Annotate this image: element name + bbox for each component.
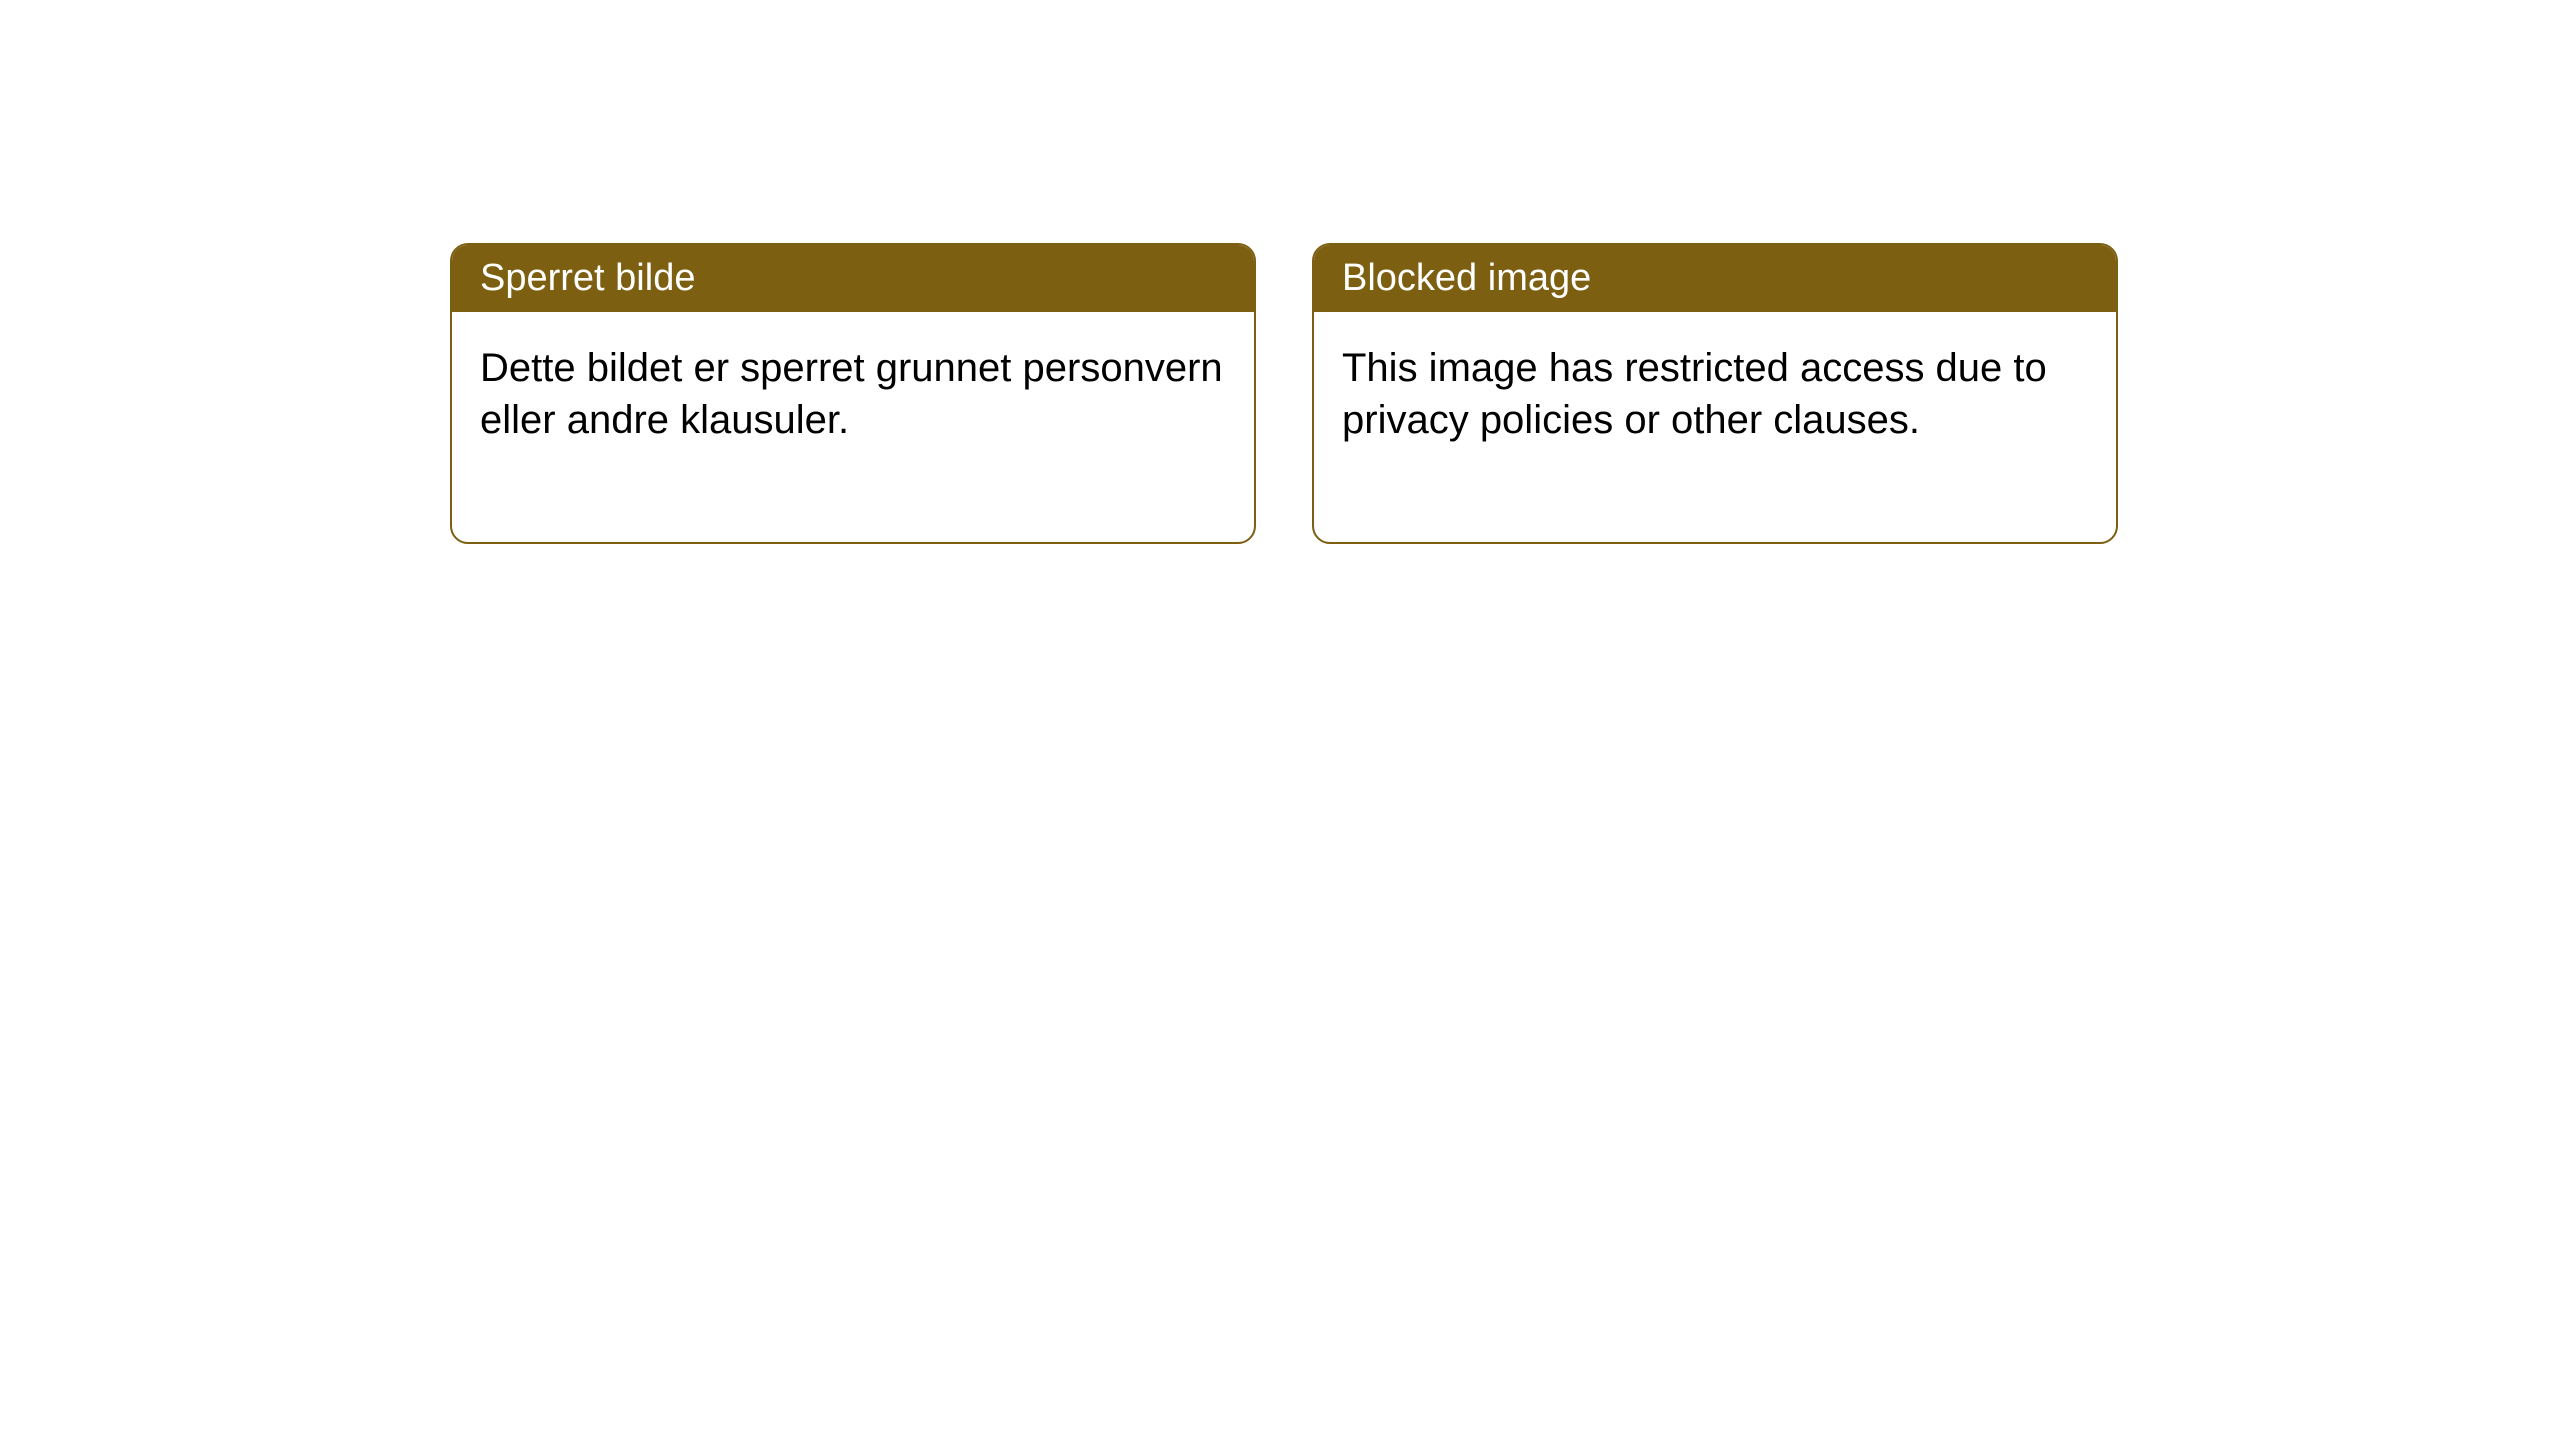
- notice-body: Dette bildet er sperret grunnet personve…: [452, 312, 1254, 542]
- notice-body: This image has restricted access due to …: [1314, 312, 2116, 542]
- notice-card-english: Blocked image This image has restricted …: [1312, 243, 2118, 544]
- notice-card-norwegian: Sperret bilde Dette bildet er sperret gr…: [450, 243, 1256, 544]
- notice-title: Blocked image: [1314, 245, 2116, 312]
- notices-container: Sperret bilde Dette bildet er sperret gr…: [450, 243, 2118, 544]
- notice-title: Sperret bilde: [452, 245, 1254, 312]
